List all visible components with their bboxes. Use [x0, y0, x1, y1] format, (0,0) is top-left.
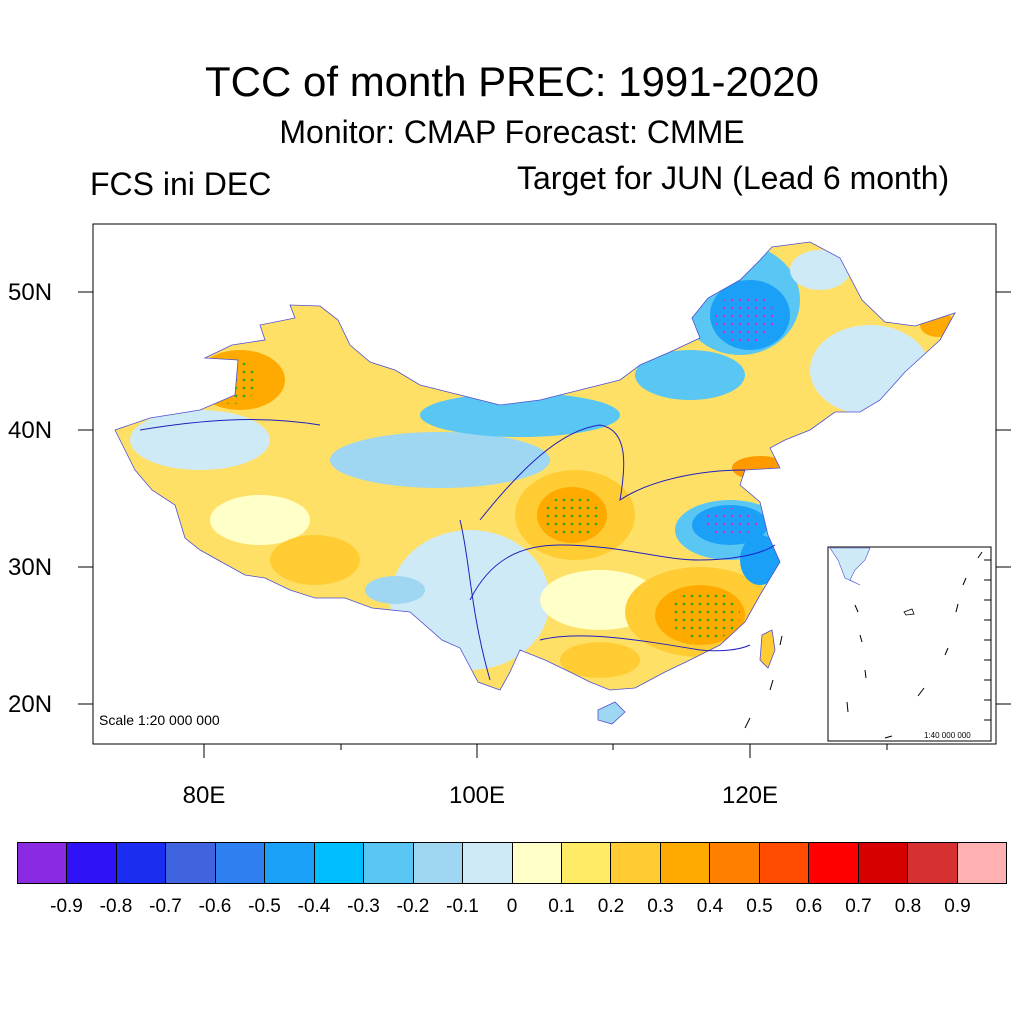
- colorbar-cell: [710, 843, 760, 883]
- axis-ticks: [78, 291, 1011, 758]
- colorbar-ticks: -0.9 -0.8 -0.7 -0.6 -0.5 -0.4 -0.3 -0.2 -0.1 0 0.1…: [0, 896, 1024, 926]
- lon-label-80e: 80E: [182, 782, 226, 809]
- colorbar-tick-label: -0.5: [248, 896, 281, 917]
- inset-island: [903, 608, 915, 616]
- lat-label-30n: 30N: [8, 554, 53, 581]
- colorbar-tick-label: -0.1: [446, 896, 479, 917]
- lon-label-100e: 100E: [448, 782, 506, 809]
- lat-label-40n: 40N: [8, 417, 53, 444]
- colorbar-tick-label: 0.2: [597, 896, 625, 917]
- south-china-sea-inset: [827, 546, 992, 742]
- colorbar-tick-label: -0.9: [50, 896, 83, 917]
- colorbar-cell: [166, 843, 216, 883]
- colorbar-tick-label: 0.6: [795, 896, 823, 917]
- scale-inset: 1:40 000 000: [924, 731, 971, 740]
- hainan: [597, 701, 626, 725]
- colorbar-cell: [364, 843, 414, 883]
- inset-coast: [829, 547, 871, 586]
- right-label: Target for JUN (Lead 6 month): [517, 160, 950, 196]
- colorbar-cell: [809, 843, 859, 883]
- colorbar-cell: [512, 843, 562, 883]
- colorbar-tick-label: -0.3: [347, 896, 380, 917]
- chart-subtitle: Monitor: CMAP Forecast: CMME: [279, 114, 745, 150]
- colorbar-cell: [215, 843, 266, 883]
- colorbar: [17, 842, 1007, 884]
- colorbar-tick-label: 0.5: [746, 896, 773, 917]
- colorbar-cell: [463, 843, 513, 883]
- colorbar-cell: [660, 843, 711, 883]
- chart-title: TCC of month PREC: 1991-2020: [205, 58, 819, 105]
- colorbar-cell: [759, 843, 810, 883]
- colorbar-cell: [413, 843, 464, 883]
- colorbar-tick-label: 0.3: [647, 896, 674, 917]
- inset-boundary-dashes: [846, 551, 983, 739]
- colorbar-tick-label: 0.9: [944, 896, 971, 917]
- china-border: [114, 241, 956, 691]
- sea-boundary-dashes: [744, 635, 783, 729]
- lat-label-50n: 50N: [8, 279, 53, 306]
- taiwan: [759, 629, 776, 669]
- colorbar-cell: [908, 843, 958, 883]
- colorbar-cell: [611, 843, 661, 883]
- colorbar-tick-label: 0: [506, 896, 518, 917]
- colorbar-cell: [957, 843, 1007, 883]
- rivers: [139, 419, 776, 681]
- colorbar-cell: [265, 843, 315, 883]
- colorbar-tick-label: 0.8: [894, 896, 922, 917]
- colorbar-tick-label: -0.4: [297, 896, 331, 917]
- colorbar-tick-label: 0.1: [548, 896, 575, 917]
- colorbar-tick-label: 0.7: [845, 896, 872, 917]
- left-label: FCS ini DEC: [90, 166, 272, 202]
- lon-label-120e: 120E: [721, 782, 779, 809]
- colorbar-tick-label: -0.8: [99, 896, 133, 917]
- colorbar-cell: [858, 843, 909, 883]
- colorbar-cell: [67, 843, 117, 883]
- colorbar-tick-label: -0.2: [396, 896, 430, 917]
- lat-label-20n: 20N: [8, 691, 53, 718]
- colorbar-cell: [116, 843, 167, 883]
- scale-main: Scale 1:20 000 000: [99, 712, 220, 728]
- colorbar-tick-label: -0.6: [198, 896, 232, 917]
- colorbar-tick-label: -0.7: [149, 896, 182, 917]
- inset-ticks: [984, 559, 991, 721]
- colorbar-tick-label: 0.4: [696, 896, 724, 917]
- colorbar-cell: [18, 843, 68, 883]
- colorbar-cell: [314, 843, 365, 883]
- colorbar-cell: [561, 843, 612, 883]
